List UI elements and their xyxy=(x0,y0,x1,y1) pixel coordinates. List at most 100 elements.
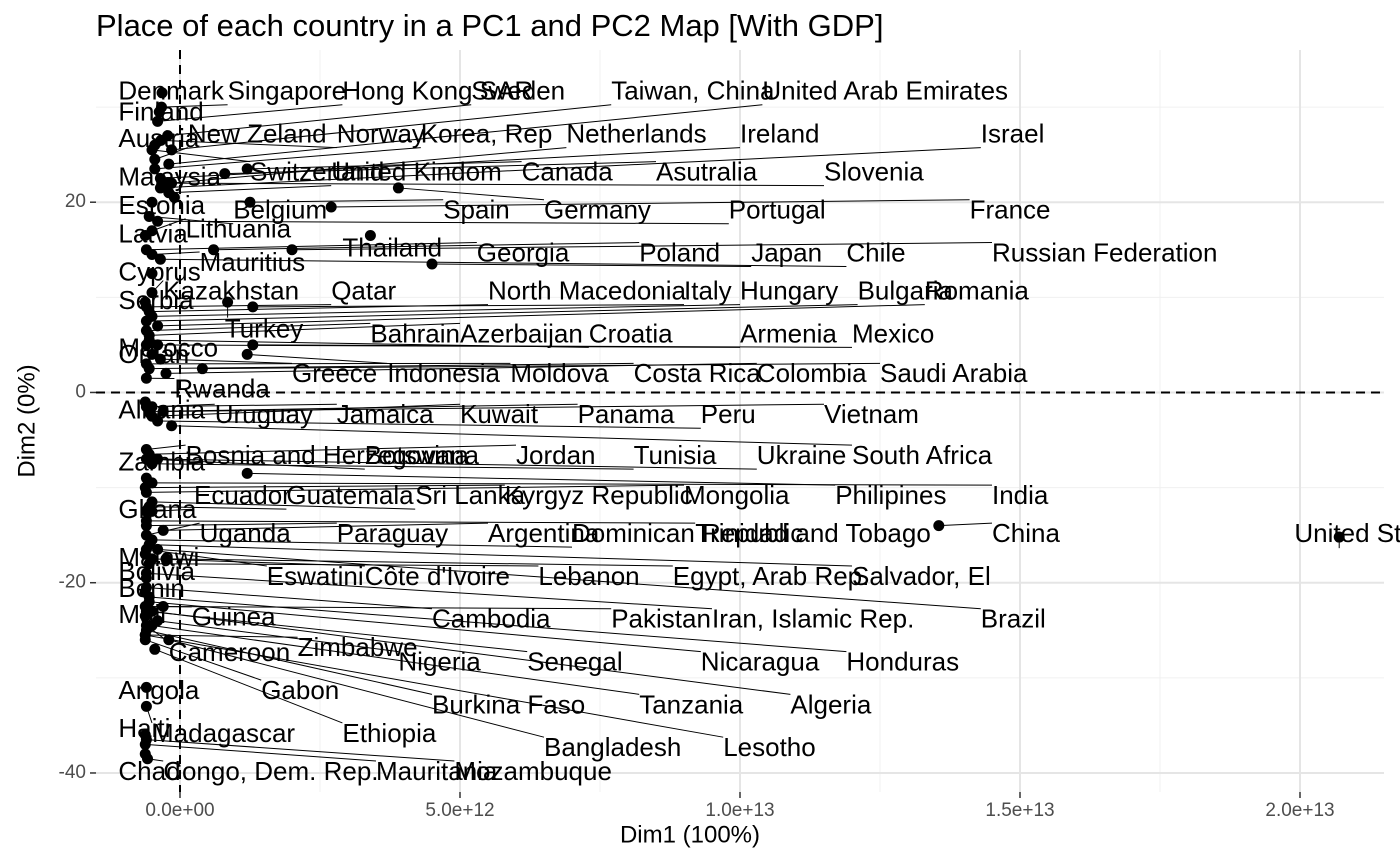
data-point xyxy=(146,620,158,632)
point-label: Lebanon xyxy=(538,561,639,591)
point-label: Dominican Republic xyxy=(572,518,803,548)
data-point xyxy=(286,244,298,256)
leader-line xyxy=(157,548,981,610)
leader-line xyxy=(146,458,365,470)
leader-line xyxy=(151,625,640,695)
point-label: Morocco xyxy=(118,333,218,363)
leader-line xyxy=(146,484,685,493)
point-label: Paraguay xyxy=(337,518,448,548)
leader-line xyxy=(160,139,337,149)
leader-line xyxy=(160,258,847,268)
point-label: United States xyxy=(1294,518,1400,548)
point-label: Zambia xyxy=(118,447,205,477)
leader-line xyxy=(146,610,528,653)
leader-line xyxy=(151,539,573,548)
point-label: Angola xyxy=(118,675,199,705)
leader-line xyxy=(151,482,993,486)
point-label: Armenia xyxy=(740,318,837,348)
point-label: Uruguay xyxy=(215,399,313,429)
point-label: Nicaragua xyxy=(701,646,820,676)
data-point xyxy=(160,553,172,565)
y-axis-title: Dim2 (0%) xyxy=(13,364,40,477)
data-point xyxy=(166,144,178,156)
leader-line xyxy=(160,147,741,179)
point-label: Benin xyxy=(118,573,184,603)
point-label: New Zeland xyxy=(188,118,327,148)
point-label: Senegal xyxy=(527,646,622,676)
data-point xyxy=(143,539,155,551)
point-label: Chad xyxy=(118,756,180,786)
point-label: Japan xyxy=(751,237,822,267)
data-point xyxy=(426,258,438,270)
reference-lines xyxy=(96,50,1384,792)
point-label: Vietnam xyxy=(824,399,919,429)
y-tick-label: 0 xyxy=(75,381,86,402)
point-label: Kuwait xyxy=(460,399,539,429)
leader-line xyxy=(247,161,522,170)
data-point xyxy=(143,448,155,460)
point-label: Jordan xyxy=(516,440,596,470)
data-point xyxy=(152,320,164,332)
data-point xyxy=(154,253,166,265)
data-point xyxy=(154,353,166,365)
data-point xyxy=(152,215,164,227)
point-label: Bolivia xyxy=(118,556,195,586)
leader-line xyxy=(157,620,399,653)
data-point xyxy=(153,106,165,118)
point-label: Egypt, Arab Rep. xyxy=(673,561,870,591)
point-label: Guatemala xyxy=(286,480,414,510)
data-point xyxy=(146,144,158,156)
point-label: Poland xyxy=(639,237,720,267)
point-label: India xyxy=(992,480,1049,510)
x-tick-label: 0.0e+00 xyxy=(145,800,214,821)
point-label: Netherlands xyxy=(566,118,706,148)
leader-line xyxy=(163,403,825,412)
point-label: Mexico xyxy=(852,318,934,348)
point-label: Oman xyxy=(118,339,189,369)
point-label: Israel xyxy=(981,118,1045,148)
data-point xyxy=(139,230,151,241)
leader-line xyxy=(145,639,262,681)
point-label: Bosnia and Herzegovina xyxy=(186,440,470,470)
data-point xyxy=(146,496,158,508)
leader-line xyxy=(149,563,539,567)
point-label: Bangladesh xyxy=(544,732,681,762)
leader-line xyxy=(146,322,371,332)
data-point xyxy=(152,543,164,555)
point-label: Zimbabwe xyxy=(298,632,418,662)
point-label: Georgia xyxy=(477,237,570,267)
data-point xyxy=(219,168,231,180)
data-point xyxy=(196,363,208,375)
leader-line xyxy=(146,548,267,567)
axes: 0.0e+00 5.0e+12 1.0e+13 1.5e+13 2.0e+13 -40 -2… xyxy=(13,191,1334,848)
leader-line xyxy=(146,304,332,308)
leader-line xyxy=(149,362,634,370)
point-label: Hungary xyxy=(740,275,838,305)
data-point xyxy=(152,339,164,351)
leader-line xyxy=(168,104,763,165)
point-label: Ecuador xyxy=(194,480,291,510)
data-point xyxy=(140,681,152,693)
data-point xyxy=(157,601,169,612)
data-point xyxy=(247,339,259,351)
point-label: China xyxy=(992,518,1060,548)
point-label: Peru xyxy=(701,399,756,429)
data-point xyxy=(143,558,155,570)
point-label: Albania xyxy=(118,394,205,424)
data-point xyxy=(933,520,945,532)
point-label: Mozambuque xyxy=(454,756,612,786)
leader-line xyxy=(146,739,455,762)
data-point xyxy=(146,196,158,208)
data-point xyxy=(149,163,161,175)
point-label: Pakistan xyxy=(611,604,711,634)
leader-line xyxy=(161,104,228,108)
leader-line xyxy=(145,484,505,489)
data-point xyxy=(146,605,158,617)
data-point xyxy=(140,486,152,498)
data-point xyxy=(140,700,152,712)
point-label: North Macedonia xyxy=(488,275,687,305)
leader-line xyxy=(151,508,195,512)
leader-line xyxy=(224,161,657,175)
leader-line xyxy=(163,522,489,531)
